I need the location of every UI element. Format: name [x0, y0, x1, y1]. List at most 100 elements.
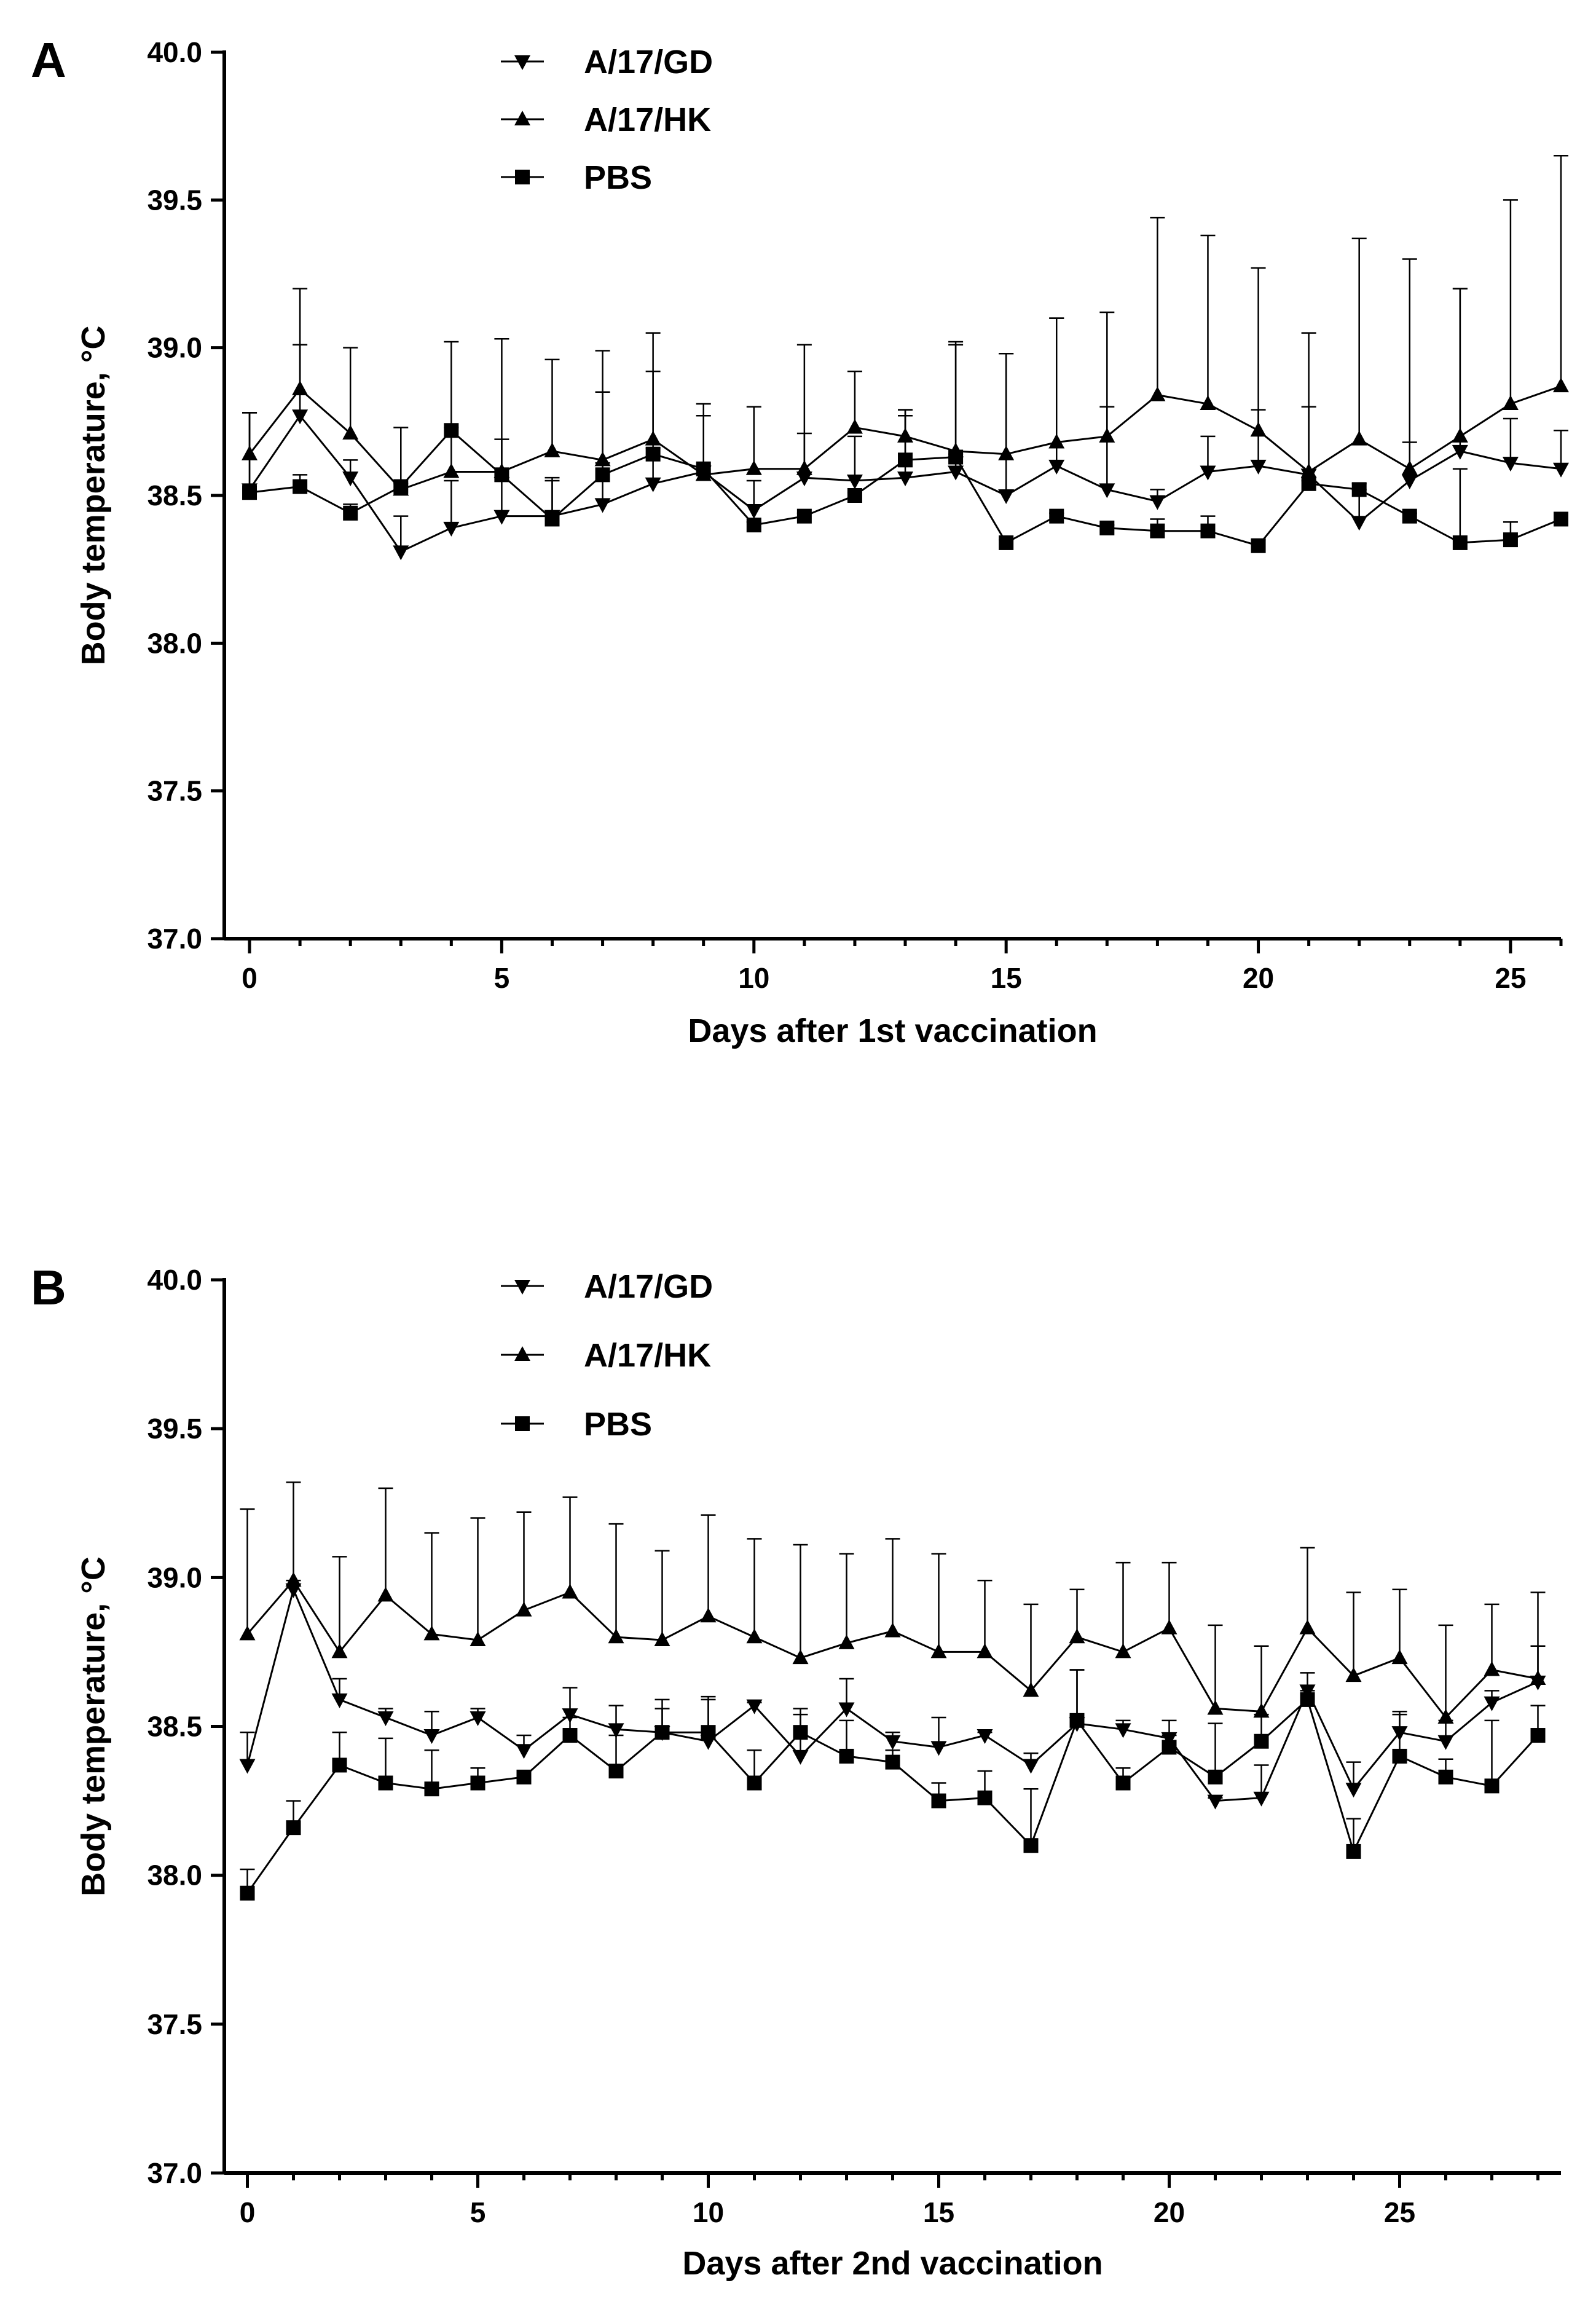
data-point: [1250, 422, 1267, 437]
data-point: [331, 1643, 348, 1658]
data-point: [1299, 1619, 1316, 1635]
panel-b-y-tick-label: 38.0: [147, 1859, 202, 1891]
data-point: [544, 442, 560, 457]
data-point: [1250, 459, 1267, 475]
data-point: [1391, 1649, 1408, 1665]
data-point: [884, 1735, 901, 1750]
panel-b-y-tick-label: 40.0: [147, 1264, 202, 1296]
data-point: [1345, 1783, 1362, 1798]
data-point: [654, 1631, 670, 1647]
data-point: [655, 1725, 670, 1740]
panel-b-x-tick-label: 15: [923, 2196, 954, 2228]
panel-b-y-tick-label: 38.5: [147, 1711, 202, 1743]
data-point: [470, 1631, 486, 1647]
legend-label: PBS: [584, 159, 652, 196]
panel-b-y-tick-label: 37.5: [147, 2008, 202, 2040]
data-point: [1200, 465, 1216, 481]
legend-marker: [514, 111, 530, 125]
data-point: [1049, 508, 1064, 524]
data-point: [838, 1634, 855, 1649]
data-point: [443, 463, 460, 478]
data-point: [608, 1628, 624, 1644]
data-point: [594, 498, 611, 513]
panel-a-x-tick-label: 0: [242, 962, 257, 994]
data-point: [977, 1643, 993, 1658]
data-point: [1401, 460, 1418, 475]
panel-a-y-tick-label: 39.5: [147, 184, 202, 216]
data-point: [1207, 1794, 1224, 1810]
data-point: [1351, 516, 1367, 531]
data-point: [1553, 377, 1569, 393]
panel-b-series-a-17-hk: [239, 1481, 1546, 1724]
panel-a-y-tick-label: 37.5: [147, 775, 202, 807]
data-point: [1502, 457, 1519, 472]
panel-a-y-tick-label: 39.0: [147, 332, 202, 364]
data-point: [846, 474, 863, 489]
data-point: [1115, 1775, 1131, 1791]
panel-b-y-tick-label: 37.0: [147, 2157, 202, 2189]
data-point: [948, 465, 964, 481]
data-point: [884, 1622, 901, 1638]
data-point: [239, 1759, 256, 1774]
data-point: [377, 1587, 394, 1602]
data-point: [793, 1725, 808, 1740]
panel-b-legend-item: PBS: [501, 1406, 652, 1443]
panel-a-legend-item: A/17/HK: [501, 101, 711, 138]
data-point: [516, 1744, 532, 1759]
data-point: [700, 1607, 717, 1623]
data-point: [342, 471, 359, 487]
data-point: [645, 446, 661, 462]
data-point: [745, 460, 762, 475]
panel-a-y-axis-title: Body temperature, °C: [75, 326, 112, 666]
data-point: [1351, 482, 1367, 497]
panel-b-y-tick-label: 39.0: [147, 1561, 202, 1593]
data-point: [977, 1790, 993, 1805]
data-point: [796, 508, 812, 524]
data-point: [1484, 1696, 1500, 1711]
data-point: [424, 1781, 439, 1797]
data-point: [1503, 532, 1518, 548]
panel-b-label: B: [31, 1260, 66, 1315]
panel-a-y-tick-label: 38.0: [147, 627, 202, 659]
data-point: [948, 449, 964, 465]
panel-a-y-tick-label: 37.0: [147, 923, 202, 955]
legend-marker: [514, 1346, 530, 1361]
data-point: [1069, 1628, 1085, 1644]
legend-label: A/17/HK: [584, 1337, 711, 1374]
data-point: [1437, 1735, 1454, 1750]
data-point: [423, 1729, 440, 1745]
data-point: [1484, 1778, 1500, 1794]
panel-a-legend-item: A/17/GD: [501, 44, 713, 81]
data-point: [1484, 1661, 1500, 1676]
data-point: [885, 1754, 900, 1770]
data-point: [1099, 483, 1115, 499]
data-point: [1452, 535, 1468, 550]
legend-label: A/17/HK: [584, 101, 711, 138]
data-point: [1150, 523, 1165, 538]
data-point: [562, 1583, 578, 1599]
panel-a-y-tick-label: 40.0: [147, 36, 202, 68]
data-point: [1502, 395, 1519, 410]
panel-b-x-tick-label: 5: [470, 2196, 486, 2228]
data-point: [1023, 1759, 1039, 1774]
panel-b-y-tick-label: 39.5: [147, 1413, 202, 1445]
data-point: [1200, 395, 1216, 410]
data-point: [544, 511, 560, 527]
data-point: [332, 1757, 347, 1773]
data-point: [897, 471, 914, 487]
data-point: [562, 1728, 578, 1743]
data-point: [1115, 1723, 1131, 1738]
panel-b: B 37.0 37.5 38.0 38.5 39.0 39.5 40.0 0 5 10 15 20 25 D…: [31, 1260, 1561, 2282]
data-point: [1530, 1728, 1546, 1743]
data-point: [342, 425, 359, 440]
panel-b-x-tick-label: 10: [693, 2196, 724, 2228]
data-point: [998, 445, 1015, 460]
panel-a-series-pbs: [242, 409, 1568, 553]
data-point: [998, 489, 1015, 504]
data-point: [701, 1725, 716, 1740]
data-point: [1161, 1619, 1177, 1635]
panel-b-y-axis-title: Body temperature, °C: [75, 1556, 112, 1896]
legend-marker: [514, 1280, 530, 1295]
data-point: [1553, 462, 1569, 478]
data-point: [378, 1775, 393, 1791]
